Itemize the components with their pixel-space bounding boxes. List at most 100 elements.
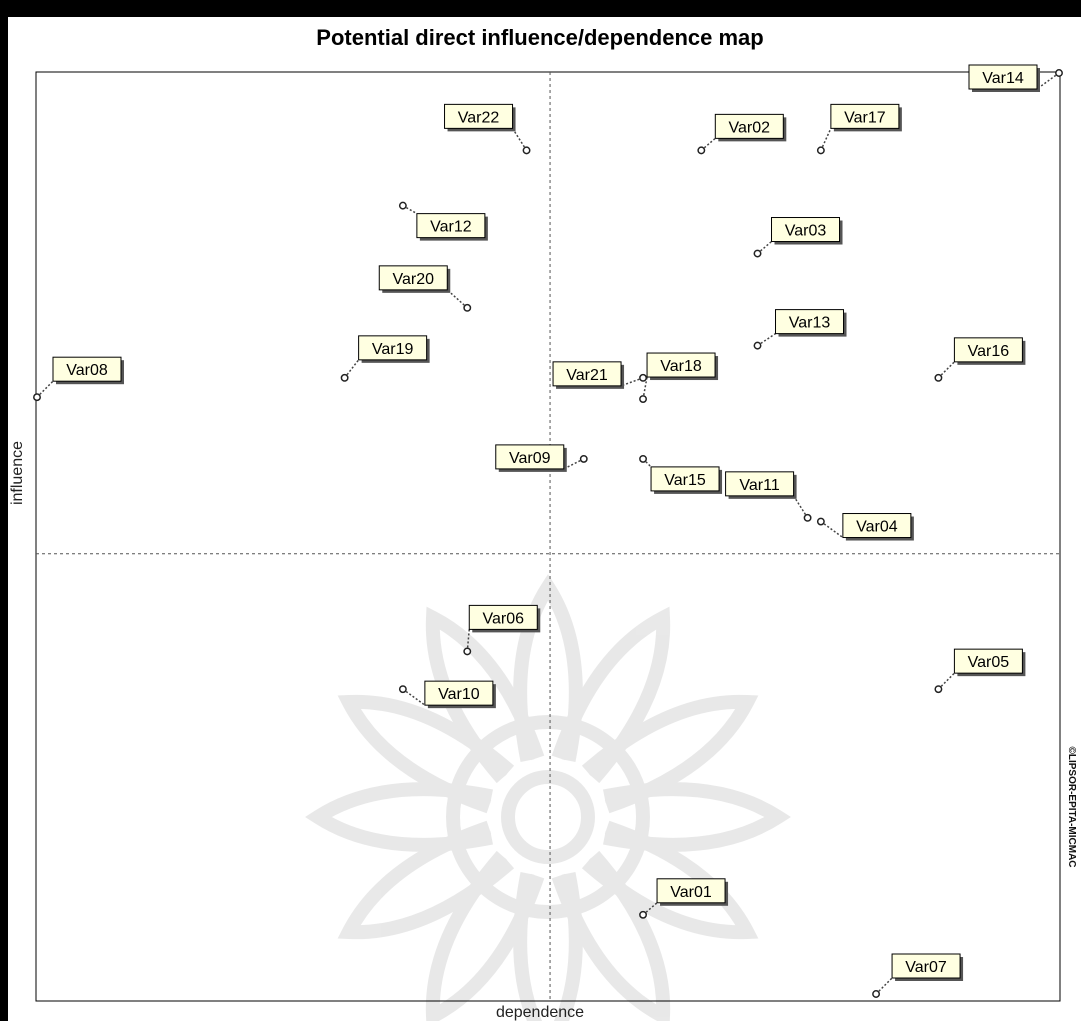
- scatter-point-var08[interactable]: Var08: [33, 356, 124, 402]
- point-label: Var14: [982, 70, 1024, 87]
- leader-line: [792, 495, 809, 519]
- label-box: [725, 471, 795, 497]
- point-marker[interactable]: [463, 303, 472, 312]
- point-marker[interactable]: [816, 517, 825, 526]
- point-label: Var15: [664, 472, 706, 489]
- label-box: [775, 309, 845, 335]
- point-label: Var11: [739, 477, 779, 494]
- point-marker[interactable]: [639, 395, 647, 403]
- point-label: Var17: [844, 109, 886, 126]
- point-marker[interactable]: [579, 454, 588, 463]
- label-box: [52, 356, 122, 382]
- point-label: Var02: [729, 119, 771, 136]
- leader-line: [511, 127, 528, 151]
- watermark-petal: [305, 782, 493, 852]
- point-marker[interactable]: [522, 146, 531, 155]
- point-label: Var22: [458, 109, 500, 126]
- scatter-point-var12[interactable]: Var12: [398, 201, 488, 241]
- watermark-petal: [337, 820, 515, 940]
- point-label: Var10: [438, 686, 480, 703]
- point-marker[interactable]: [340, 373, 349, 382]
- point-label: Var13: [789, 315, 831, 332]
- label-box: [714, 113, 784, 139]
- scatter-point-var02[interactable]: Var02: [697, 113, 787, 155]
- point-label: Var07: [905, 959, 947, 976]
- watermark-petal: [581, 694, 759, 814]
- scatter-point-var14[interactable]: Var14: [968, 64, 1063, 92]
- scatter-point-var18[interactable]: Var18: [639, 352, 719, 403]
- label-box: [416, 213, 486, 239]
- scatter-point-var01[interactable]: Var01: [639, 878, 729, 919]
- point-marker[interactable]: [753, 341, 762, 350]
- scatter-point-var06[interactable]: Var06: [463, 604, 541, 656]
- label-box: [552, 361, 622, 387]
- point-marker[interactable]: [803, 513, 812, 522]
- scatter-points: Var01 Var02 Var03 Var04 Var05 Var06 Var07 Var08…: [33, 64, 1063, 998]
- scatter-point-var17[interactable]: Var17: [816, 103, 902, 155]
- label-box: [378, 265, 448, 291]
- scatter-point-var04[interactable]: Var04: [816, 513, 914, 541]
- point-marker[interactable]: [697, 146, 706, 155]
- point-marker[interactable]: [816, 146, 825, 155]
- point-marker[interactable]: [1055, 69, 1063, 77]
- point-marker[interactable]: [934, 373, 943, 382]
- scatter-point-var13[interactable]: Var13: [753, 309, 847, 350]
- leader-line: [820, 520, 844, 539]
- watermark-ring: [446, 715, 650, 919]
- chart-frame: Potential direct influence/dependence ma…: [8, 17, 1081, 1021]
- label-box: [444, 103, 514, 129]
- plot-area-border: [35, 71, 1061, 1002]
- leader-line: [1036, 72, 1060, 90]
- watermark-petal: [551, 850, 671, 1021]
- scatter-point-var21[interactable]: Var21: [552, 361, 647, 389]
- point-marker[interactable]: [463, 647, 472, 656]
- scatter-point-var22[interactable]: Var22: [444, 103, 531, 155]
- point-marker[interactable]: [639, 373, 647, 382]
- scatter-point-var19[interactable]: Var19: [340, 335, 430, 382]
- scatter-point-var10[interactable]: Var10: [398, 680, 496, 709]
- point-marker[interactable]: [398, 201, 407, 210]
- point-marker[interactable]: [753, 249, 762, 258]
- leader-line: [402, 688, 426, 706]
- scatter-point-var07[interactable]: Var07: [872, 953, 964, 998]
- leader-line: [642, 902, 658, 916]
- point-label: Var03: [785, 223, 827, 240]
- scatter-point-var15[interactable]: Var15: [639, 454, 723, 494]
- point-label: Var06: [483, 610, 525, 627]
- y-axis-label: influence: [9, 441, 26, 505]
- scatter-point-var05[interactable]: Var05: [934, 648, 1026, 694]
- point-marker[interactable]: [639, 910, 647, 919]
- point-label: Var08: [66, 362, 108, 379]
- label-box: [656, 878, 726, 904]
- x-axis-label: dependence: [496, 1004, 584, 1021]
- leader-line: [757, 240, 772, 255]
- point-label: Var19: [372, 341, 414, 358]
- watermark-petal: [513, 574, 583, 762]
- point-label: Var01: [670, 884, 712, 901]
- scatter-point-var11[interactable]: Var11: [725, 471, 812, 522]
- leader-line: [820, 128, 832, 151]
- point-marker[interactable]: [398, 685, 407, 694]
- scatter-point-var03[interactable]: Var03: [753, 217, 843, 258]
- watermark-petal: [513, 872, 583, 1021]
- watermark-petal: [425, 850, 545, 1021]
- leader-line: [402, 204, 418, 215]
- point-marker[interactable]: [33, 393, 41, 402]
- scatter-point-var16[interactable]: Var16: [934, 337, 1026, 382]
- leader-line: [700, 137, 716, 151]
- scatter-point-var09[interactable]: Var09: [495, 444, 588, 472]
- label-box: [891, 953, 961, 979]
- label-box: [830, 103, 900, 129]
- point-marker[interactable]: [872, 990, 881, 998]
- label-box: [650, 466, 720, 492]
- watermark-petal: [551, 606, 671, 784]
- label-box: [468, 604, 538, 630]
- point-label: Var18: [660, 358, 702, 375]
- scatter-point-var20[interactable]: Var20: [378, 265, 472, 312]
- label-box: [424, 680, 494, 706]
- point-marker[interactable]: [639, 454, 647, 463]
- point-marker[interactable]: [934, 685, 943, 694]
- label-box: [842, 513, 912, 539]
- point-label: Var12: [430, 219, 472, 236]
- watermark-rosette: [305, 574, 791, 1021]
